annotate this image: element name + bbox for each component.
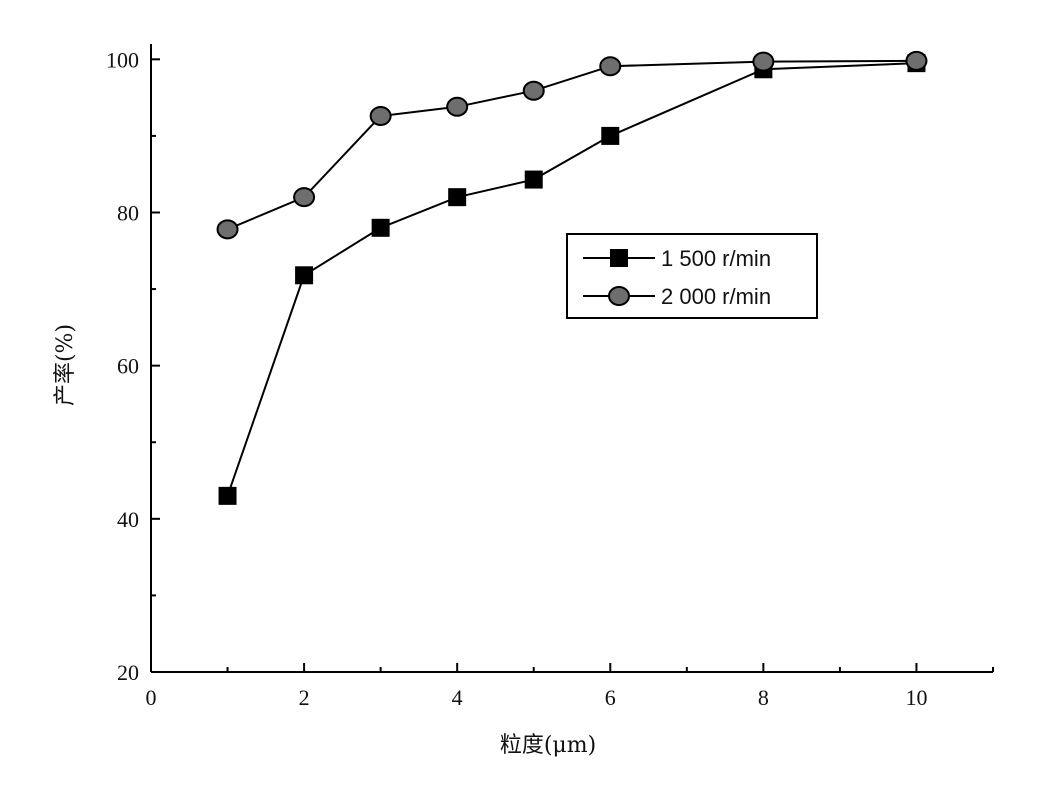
legend-label-2000: 2 000 r/min (661, 284, 771, 309)
x-tick-label: 2 (299, 685, 310, 710)
data-point-circle (522, 80, 545, 101)
series-line-1 (226, 62, 917, 497)
data-point-circle (446, 96, 469, 117)
axes (150, 44, 993, 673)
y-tick-label: 60 (117, 354, 139, 379)
data-point-square (218, 486, 237, 505)
data-point-circle (599, 56, 622, 77)
y-axis-title: 产率(%) (53, 324, 78, 406)
legend: 1 500 r/min 2 000 r/min (566, 233, 818, 319)
x-axis-title: 粒度(μm) (500, 733, 596, 758)
data-point-circle (216, 219, 239, 240)
legend-frame (566, 233, 818, 319)
y-tick-label: 20 (117, 660, 139, 685)
data-point-circle (752, 51, 775, 72)
data-point-square (524, 170, 543, 189)
series-layer (216, 50, 928, 505)
y-tick-label: 40 (117, 507, 139, 532)
y-tick-label: 80 (117, 200, 139, 225)
data-point-circle (293, 187, 316, 208)
x-tick-label: 8 (758, 685, 769, 710)
x-tick-label: 0 (146, 685, 157, 710)
data-point-square (448, 188, 467, 207)
y-ticks: 20 40 60 80 100 (106, 47, 160, 685)
data-point-circle (905, 50, 928, 71)
legend-item-2000: 2 000 r/min (583, 284, 771, 309)
x-tick-label: 6 (605, 685, 616, 710)
x-ticks: 0 2 4 6 8 10 (146, 663, 994, 710)
legend-item-1500: 1 500 r/min (583, 246, 771, 271)
data-point-square (371, 218, 390, 237)
legend-circle-marker (608, 286, 630, 306)
x-tick-label: 4 (452, 685, 463, 710)
series-line-2 (227, 59, 917, 231)
legend-square-marker (610, 249, 628, 267)
data-point-square (295, 266, 314, 285)
y-tick-label: 100 (106, 47, 139, 72)
data-point-circle (369, 105, 392, 126)
data-point-square (601, 126, 620, 145)
legend-label-1500: 1 500 r/min (661, 246, 771, 271)
x-tick-label: 10 (905, 685, 927, 710)
